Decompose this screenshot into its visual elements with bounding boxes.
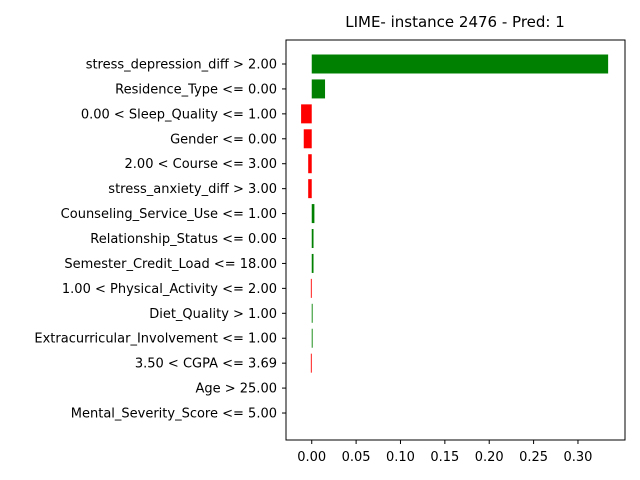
- bar-6: [311, 204, 315, 224]
- y-tick-label-13: Age > 25.00: [195, 382, 277, 397]
- y-tick-label-4: 2.00 < Course <= 3.00: [125, 157, 277, 172]
- bar-8: [311, 253, 314, 273]
- bar-1: [311, 79, 326, 99]
- y-tick-label-3: Gender <= 0.00: [170, 132, 277, 147]
- chart-title: LIME- instance 2476 - Pred: 1: [345, 13, 565, 31]
- bar-4: [308, 154, 312, 174]
- x-tick-label-6: 0.30: [563, 450, 592, 465]
- x-tick-label-5: 0.25: [519, 450, 548, 465]
- y-tick-label-8: Semester_Credit_Load <= 18.00: [64, 257, 277, 272]
- bars-group: [301, 54, 609, 373]
- y-tick-label-11: Extracurricular_Involvement <= 1.00: [34, 332, 277, 347]
- y-tick-label-2: 0.00 < Sleep_Quality <= 1.00: [81, 107, 277, 122]
- x-tick-label-4: 0.20: [475, 450, 504, 465]
- bar-10: [311, 303, 313, 323]
- bar-11: [311, 328, 313, 348]
- x-tick-label-2: 0.10: [386, 450, 415, 465]
- bar-5: [308, 179, 312, 199]
- y-tick-label-1: Residence_Type <= 0.00: [115, 82, 277, 97]
- y-tick-label-10: Diet_Quality > 1.00: [149, 307, 277, 322]
- bar-9: [310, 278, 312, 298]
- y-tick-label-6: Counseling_Service_Use <= 1.00: [61, 207, 277, 222]
- y-tick-label-9: 1.00 < Physical_Activity <= 2.00: [62, 282, 277, 297]
- x-axis-ticks: 0.00 0.05 0.10 0.15 0.20 0.25 0.30: [297, 440, 592, 465]
- bar-0: [311, 54, 609, 74]
- y-tick-label-0: stress_depression_diff > 2.00: [86, 58, 277, 73]
- y-tick-label-7: Relationship_Status <= 0.00: [90, 232, 277, 247]
- bar-12: [310, 353, 312, 373]
- plot-frame: [285, 39, 626, 441]
- bar-3: [303, 129, 312, 149]
- y-tick-label-5: stress_anxiety_diff > 3.00: [108, 182, 277, 197]
- x-tick-label-0: 0.00: [297, 450, 326, 465]
- bar-2: [301, 104, 312, 124]
- x-tick-label-1: 0.05: [342, 450, 371, 465]
- y-tick-label-12: 3.50 < CGPA <= 3.69: [135, 357, 277, 372]
- y-axis-ticks: stress_depression_diff > 2.00 Residence_T…: [34, 58, 286, 422]
- y-tick-label-14: Mental_Severity_Score <= 5.00: [71, 407, 277, 422]
- x-tick-label-3: 0.15: [430, 450, 459, 465]
- bar-7: [311, 229, 314, 249]
